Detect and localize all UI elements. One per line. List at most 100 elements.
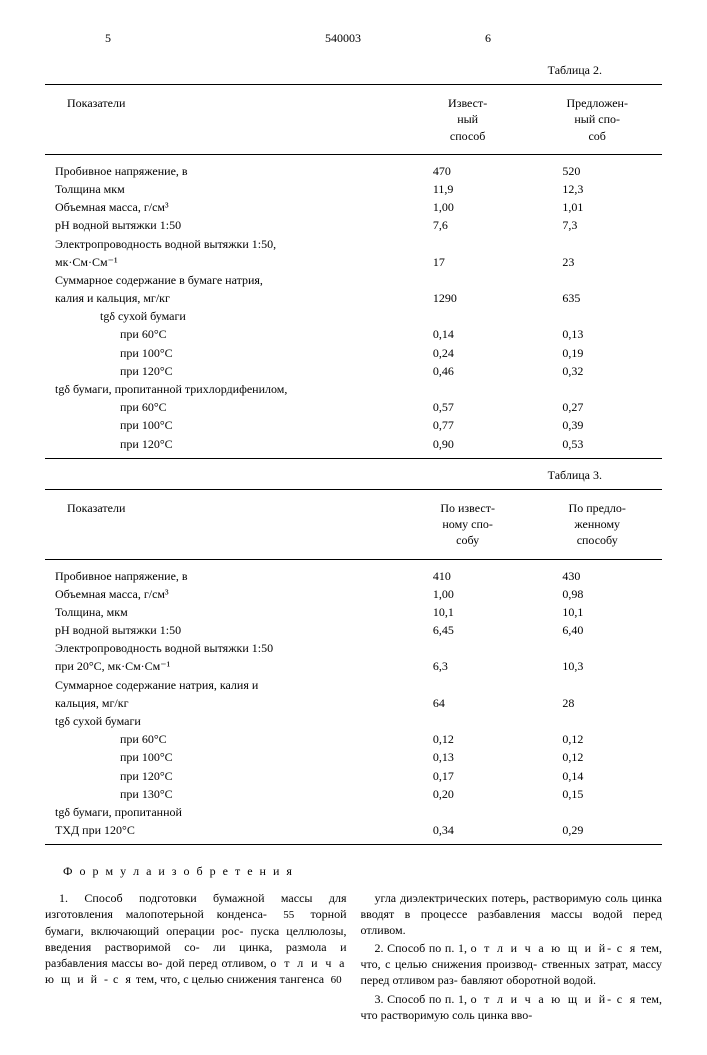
- table-row: Пробивное напряжение, в410430: [45, 559, 662, 585]
- row-label: Объемная масса, г/см³: [45, 585, 403, 603]
- row-val-b: [532, 803, 662, 821]
- table3: Показатели По извест- ному спо- собу По …: [45, 489, 662, 845]
- row-val-a: 1290: [403, 289, 533, 307]
- table-row: при 100°С0,130,12: [45, 748, 662, 766]
- table-row: Объемная масса, г/см³1,001,01: [45, 198, 662, 216]
- row-val-a: 470: [403, 154, 533, 180]
- row-val-a: [403, 676, 533, 694]
- table-row: при 60°С0,140,13: [45, 325, 662, 343]
- claims-left: 1. Способ подготовки бумажной массы для …: [45, 890, 347, 1026]
- row-val-b: 0,53: [532, 435, 662, 459]
- row-val-b: 0,15: [532, 785, 662, 803]
- row-val-a: [403, 380, 533, 398]
- paragraph: 3. Способ по п. 1, о т л и ч а ю щ и й- …: [361, 991, 663, 1023]
- table3-head-2: По предло- женному способу: [532, 489, 662, 559]
- row-val-b: 1,01: [532, 198, 662, 216]
- table2-head-1: Извест- ный способ: [403, 85, 533, 155]
- table-row: ТХД при 120°С0,340,29: [45, 821, 662, 845]
- row-val-b: 10,3: [532, 657, 662, 675]
- formula-title: Ф о р м у л а и з о б р е т е н и я: [63, 863, 662, 879]
- row-val-b: [532, 380, 662, 398]
- table-row: кальция, мг/кг6428: [45, 694, 662, 712]
- table-row: калия и кальция, мг/кг1290635: [45, 289, 662, 307]
- row-val-a: 1,00: [403, 585, 533, 603]
- row-val-b: 0,27: [532, 398, 662, 416]
- table-row: Суммарное содержание натрия, калия и: [45, 676, 662, 694]
- row-label: при 120°С: [45, 435, 403, 459]
- row-val-b: [532, 639, 662, 657]
- row-val-a: 0,17: [403, 767, 533, 785]
- table-row: Объемная масса, г/см³1,000,98: [45, 585, 662, 603]
- row-val-a: 0,14: [403, 325, 533, 343]
- row-val-a: 0,12: [403, 730, 533, 748]
- row-val-b: 0,32: [532, 362, 662, 380]
- row-val-b: 6,40: [532, 621, 662, 639]
- row-label: при 120°С: [45, 362, 403, 380]
- table-row: при 120°С0,460,32: [45, 362, 662, 380]
- row-val-b: 28: [532, 694, 662, 712]
- table-row: Толщина мкм11,912,3: [45, 180, 662, 198]
- row-val-a: [403, 307, 533, 325]
- row-val-b: 635: [532, 289, 662, 307]
- paragraph: 2. Способ по п. 1, о т л и ч а ю щ и й- …: [361, 940, 663, 989]
- row-val-a: 1,00: [403, 198, 533, 216]
- table2-head-2: Предложен- ный спо- соб: [532, 85, 662, 155]
- table-row: мк·См·См⁻¹1723: [45, 253, 662, 271]
- row-label: Суммарное содержание в бумаге натрия,: [45, 271, 403, 289]
- row-label: pH водной вытяжки 1:50: [45, 216, 403, 234]
- row-val-b: [532, 712, 662, 730]
- table-row: при 20°С, мк·См·См⁻¹6,310,3: [45, 657, 662, 675]
- table2-caption: Таблица 2.: [45, 62, 662, 78]
- row-label: pH водной вытяжки 1:50: [45, 621, 403, 639]
- table-row: при 120°С0,170,14: [45, 767, 662, 785]
- row-label: Толщина мкм: [45, 180, 403, 198]
- row-label: при 120°С: [45, 767, 403, 785]
- row-val-b: [532, 307, 662, 325]
- row-val-a: [403, 803, 533, 821]
- row-val-a: [403, 235, 533, 253]
- table2: Показатели Извест- ный способ Предложен-…: [45, 84, 662, 459]
- row-label: Толщина, мкм: [45, 603, 403, 621]
- row-val-a: 11,9: [403, 180, 533, 198]
- claims-columns: 1. Способ подготовки бумажной массы для …: [45, 890, 662, 1026]
- row-val-b: 7,3: [532, 216, 662, 234]
- row-val-a: 6,45: [403, 621, 533, 639]
- page-header: 5 540003 6: [45, 30, 662, 58]
- claims-right: угла диэлектрических потерь, растворимую…: [361, 890, 663, 1026]
- row-label: Пробивное напряжение, в: [45, 154, 403, 180]
- row-val-a: 0,34: [403, 821, 533, 845]
- row-label: tgδ бумаги, пропитанной трихлордифенилом…: [45, 380, 403, 398]
- paragraph: угла диэлектрических потерь, растворимую…: [361, 890, 663, 939]
- row-label: при 100°С: [45, 748, 403, 766]
- table3-head-1: По извест- ному спо- собу: [403, 489, 533, 559]
- row-val-a: [403, 271, 533, 289]
- row-val-a: [403, 712, 533, 730]
- row-label: при 100°С: [45, 344, 403, 362]
- col-num-right: 6: [485, 30, 491, 46]
- table3-head-0: Показатели: [45, 489, 403, 559]
- table-row: при 130°С0,200,15: [45, 785, 662, 803]
- row-label: ТХД при 120°С: [45, 821, 403, 845]
- row-label: tgδ сухой бумаги: [45, 712, 403, 730]
- row-val-b: 430: [532, 559, 662, 585]
- row-label: Электропроводность водной вытяжки 1:50: [45, 639, 403, 657]
- row-val-a: 64: [403, 694, 533, 712]
- row-val-a: 0,13: [403, 748, 533, 766]
- row-label: при 60°С: [45, 730, 403, 748]
- col-num-left: 5: [105, 30, 111, 46]
- row-label: при 60°С: [45, 325, 403, 343]
- row-val-b: 0,19: [532, 344, 662, 362]
- row-val-b: 0,13: [532, 325, 662, 343]
- table3-head: Показатели По извест- ному спо- собу По …: [45, 489, 662, 559]
- table-row: при 100°С0,240,19: [45, 344, 662, 362]
- table-row: Электропроводность водной вытяжки 1:50: [45, 639, 662, 657]
- table-row: при 60°С0,570,27: [45, 398, 662, 416]
- row-label: при 130°С: [45, 785, 403, 803]
- row-label: Электропроводность водной вытяжки 1:50,: [45, 235, 403, 253]
- row-val-a: 0,77: [403, 416, 533, 434]
- row-label: Пробивное напряжение, в: [45, 559, 403, 585]
- table-row: Электропроводность водной вытяжки 1:50,: [45, 235, 662, 253]
- row-val-b: 23: [532, 253, 662, 271]
- table3-caption: Таблица 3.: [45, 467, 662, 483]
- row-val-a: [403, 639, 533, 657]
